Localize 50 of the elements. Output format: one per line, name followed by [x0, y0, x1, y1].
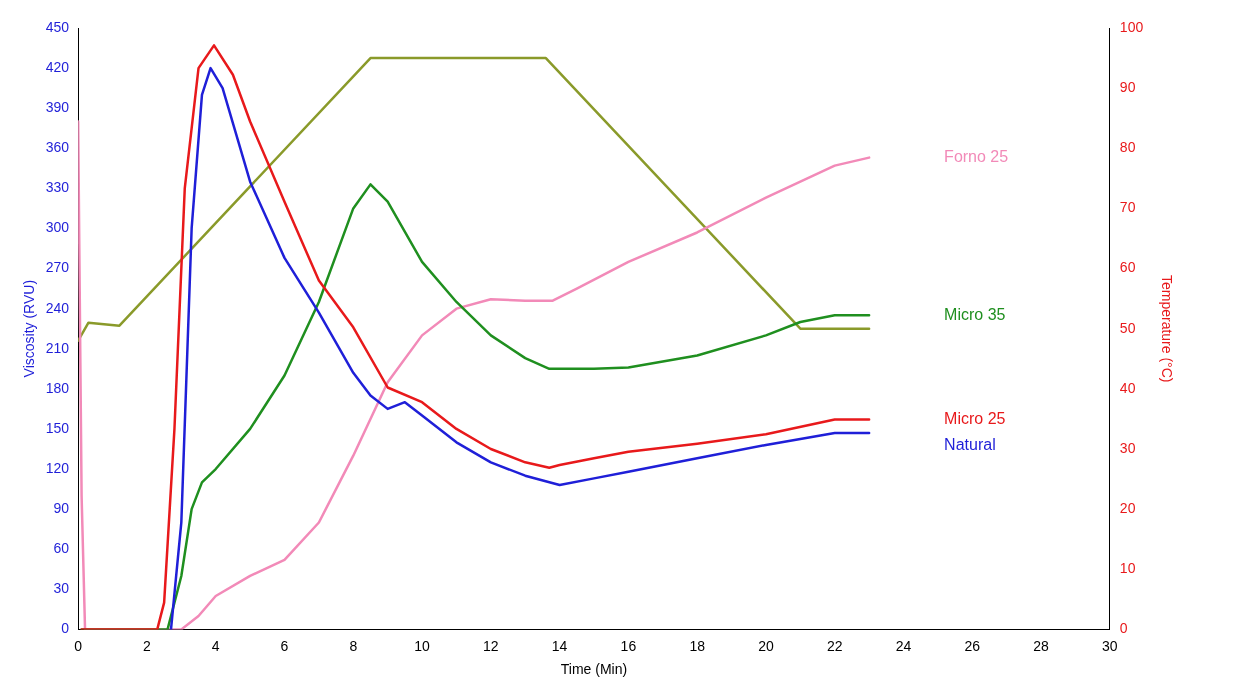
y-tick-label: 240: [45, 299, 70, 316]
y-tick-label: 150: [45, 419, 70, 436]
x-tick-label: 10: [414, 637, 431, 654]
y-tick-label: 270: [45, 259, 70, 276]
y2-tick-label: 30: [1119, 439, 1136, 456]
x-tick-label: 16: [620, 637, 637, 654]
y-tick-label: 30: [53, 580, 70, 597]
y2-tick-label: 90: [1119, 79, 1136, 95]
x-tick-label: 4: [211, 637, 220, 654]
y-tick-label: 300: [45, 219, 70, 236]
y-tick-label: 360: [45, 139, 70, 156]
y-tick-label: 90: [53, 499, 70, 516]
y2-tick-label: 70: [1119, 199, 1136, 216]
y-tick-label: 390: [45, 99, 70, 116]
x-tick-label: 24: [895, 637, 912, 654]
y-tick-label: 450: [45, 18, 70, 35]
x-tick-label: 6: [280, 637, 289, 654]
x-tick-label: 28: [1033, 637, 1050, 654]
y-axis-title: Viscosity (RVU): [21, 279, 38, 378]
text: Micro 35: [944, 305, 1006, 323]
y-tick-label: 210: [45, 339, 70, 356]
y2-tick-label: 40: [1119, 379, 1136, 396]
y-tick-label: 0: [61, 620, 70, 637]
text: Micro 25: [944, 409, 1006, 427]
y-tick-label: 420: [45, 58, 70, 75]
x-tick-label: 26: [964, 637, 981, 654]
y2-tick-label: 20: [1119, 499, 1136, 516]
y2-axis-title: Temperature (°C): [1158, 274, 1175, 383]
y-tick-label: 120: [45, 459, 70, 476]
text: Natural: [944, 435, 996, 453]
y2-tick-label: 100: [1119, 18, 1144, 35]
y2-tick-label: 80: [1119, 139, 1136, 156]
y-tick-label: 330: [45, 179, 70, 196]
x-tick-label: 20: [758, 637, 774, 654]
x-tick-label: 22: [826, 637, 843, 654]
x-tick-label: 12: [483, 637, 499, 654]
x-tick-label: 30: [1102, 637, 1118, 654]
y2-tick-label: 50: [1119, 319, 1136, 336]
x-tick-label: 0: [74, 637, 83, 654]
y-tick-label: 180: [45, 379, 70, 396]
y2-tick-label: 10: [1119, 560, 1136, 577]
x-tick-label: 14: [551, 637, 568, 654]
y2-tick-label: 0: [1119, 620, 1128, 637]
x-axis-title: Time (Min): [560, 661, 628, 678]
y-tick-label: 60: [53, 540, 70, 557]
y2-tick-label: 60: [1119, 259, 1136, 276]
x-tick-label: 2: [143, 637, 152, 654]
x-tick-label: 18: [689, 637, 706, 654]
x-tick-label: 8: [349, 637, 358, 654]
text: Forno 25: [944, 148, 1009, 166]
